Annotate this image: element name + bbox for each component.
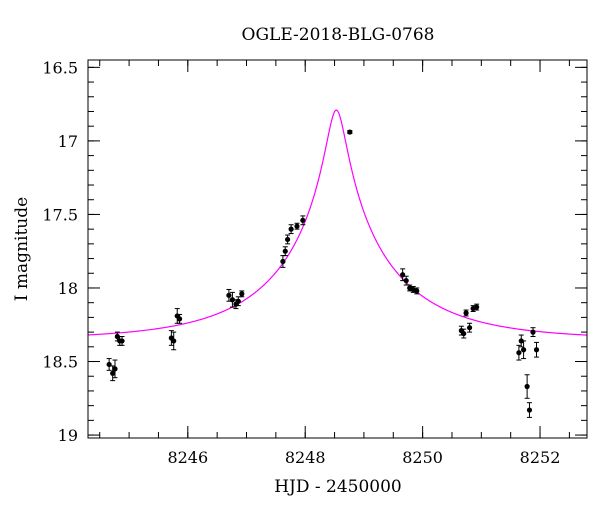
data-marker (403, 278, 409, 284)
data-point (300, 215, 306, 226)
data-point (461, 328, 467, 339)
data-marker (533, 347, 540, 353)
y-tick-label: 18 (58, 279, 78, 298)
data-point (347, 129, 353, 135)
data-point (463, 309, 469, 317)
x-tick-label: 8250 (402, 448, 443, 467)
data-point (285, 234, 291, 245)
data-marker (347, 129, 353, 135)
axes-layer: 8246 8248 8250 8252 16.5 17 17.5 18 18.5 19 (42, 58, 587, 467)
data-point (294, 222, 300, 230)
chart-title: OGLE-2018-BLG-0768 (242, 25, 435, 45)
data-marker (474, 304, 480, 310)
data-marker (285, 236, 291, 243)
data-points-layer (106, 129, 540, 418)
data-point (403, 275, 409, 286)
data-point (414, 287, 420, 295)
data-marker (516, 350, 522, 356)
x-tick-label: 8252 (520, 448, 561, 467)
data-point (474, 303, 480, 311)
data-point (106, 358, 112, 371)
data-marker (520, 347, 527, 353)
data-marker (466, 325, 473, 331)
data-marker (110, 370, 116, 376)
data-point (400, 268, 406, 282)
y-tick-label: 17.5 (42, 205, 78, 224)
data-marker (414, 288, 420, 294)
data-point (533, 341, 540, 358)
y-tick-label: 16.5 (42, 58, 78, 77)
y-axis-label: I magnitude (12, 197, 32, 301)
data-marker (463, 310, 469, 316)
x-tick-label: 8246 (167, 448, 208, 467)
data-point (171, 331, 177, 351)
data-point (288, 224, 294, 235)
data-marker (239, 291, 245, 297)
data-marker (119, 338, 125, 344)
data-marker (461, 330, 467, 337)
data-marker (235, 298, 241, 304)
data-point (226, 288, 232, 302)
data-marker (226, 292, 232, 298)
data-point (112, 359, 118, 379)
y-tick-label: 17 (58, 132, 78, 151)
data-marker (524, 383, 530, 390)
data-marker (229, 297, 236, 303)
data-marker (530, 329, 536, 335)
data-point (229, 291, 236, 308)
data-marker (282, 248, 288, 254)
data-marker (176, 316, 183, 322)
plot-frame (87, 59, 588, 439)
data-marker (280, 258, 286, 265)
data-marker (294, 223, 300, 229)
data-marker (112, 366, 118, 372)
data-point (282, 246, 288, 257)
model-curve-layer (87, 109, 588, 336)
data-point (119, 336, 125, 346)
data-marker (300, 217, 306, 223)
data-point (176, 313, 183, 324)
data-marker (526, 407, 533, 413)
y-tick-label: 18.5 (42, 353, 78, 372)
data-point (466, 322, 473, 333)
data-point (520, 340, 527, 360)
model-curve (87, 109, 588, 336)
x-axis-label: HJD - 2450000 (274, 477, 402, 497)
data-marker (288, 226, 294, 232)
y-tick-label: 19 (58, 426, 78, 445)
data-point (239, 290, 245, 298)
data-point (516, 344, 522, 361)
data-point (524, 374, 530, 399)
data-point (526, 402, 533, 418)
data-point (530, 327, 536, 338)
data-marker (171, 338, 177, 344)
x-tick-label: 8248 (285, 448, 326, 467)
